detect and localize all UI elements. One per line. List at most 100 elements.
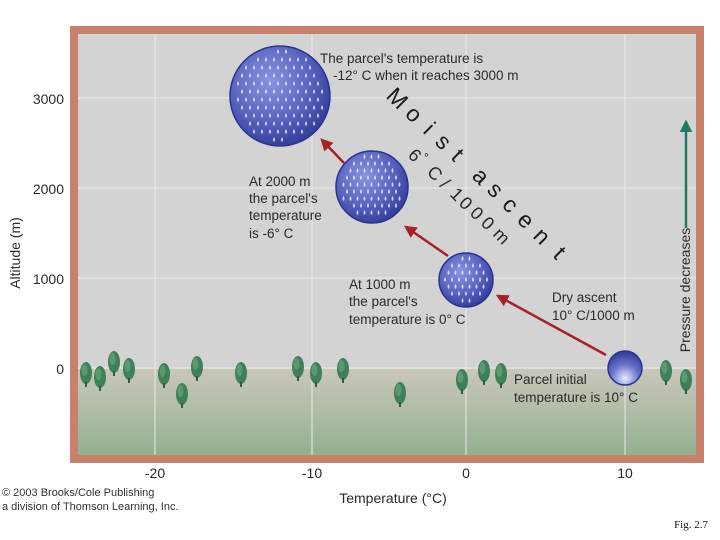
raindrop: [370, 168, 373, 173]
raindrop: [363, 182, 366, 187]
raindrop: [273, 105, 275, 110]
annotation-line: Dry ascent: [552, 290, 617, 305]
raindrop: [289, 105, 291, 110]
annotation-line: At 1000 m: [349, 277, 411, 292]
raindrop: [269, 113, 271, 118]
raindrop: [381, 161, 383, 166]
raindrop: [374, 189, 376, 194]
ascent-arrow: [320, 138, 345, 164]
annotation-line: is -6° C: [249, 226, 294, 241]
raindrop: [367, 175, 369, 180]
raindrop: [353, 175, 355, 180]
raindrop: [321, 105, 323, 110]
figure-caption: Fig. 2.7: [674, 519, 708, 531]
raindrop: [285, 49, 287, 54]
raindrop: [309, 113, 311, 118]
raindrop: [360, 189, 362, 194]
annotation-line: the parcel's: [249, 191, 318, 206]
raindrop: [342, 196, 345, 201]
copyright-line: a division of Thomson Learning, Inc.: [2, 501, 179, 513]
raindrop: [377, 182, 380, 187]
raindrop: [370, 196, 373, 201]
raindrop: [289, 121, 291, 126]
raindrop: [269, 129, 271, 134]
raindrop: [285, 81, 287, 86]
raindrop: [305, 73, 307, 78]
raindrop: [451, 277, 453, 282]
raindrop: [261, 81, 263, 86]
raindrop: [269, 97, 271, 102]
raindrop: [353, 203, 355, 208]
raindrop: [257, 121, 259, 126]
raindrop: [363, 168, 366, 173]
raindrop: [472, 277, 474, 282]
raindrop: [249, 89, 251, 94]
annotation-surface: Parcel initial temperature is 10° C: [514, 372, 638, 405]
x-tick-label: -20: [145, 465, 165, 481]
raindrop: [265, 105, 267, 110]
raindrop: [261, 113, 263, 118]
raindrop: [273, 73, 275, 78]
raindrop: [349, 182, 352, 187]
raindrop: [301, 81, 303, 86]
x-tick-label: -10: [302, 465, 322, 481]
raindrop: [454, 284, 457, 289]
raindrop: [482, 270, 485, 275]
raindrop: [367, 161, 369, 166]
raindrop: [486, 277, 488, 282]
raindrop: [388, 175, 390, 180]
raindrop: [388, 203, 390, 208]
x-tick-label: 0: [462, 465, 470, 481]
raindrop: [458, 291, 460, 296]
raindrop: [309, 65, 311, 70]
raindrop: [317, 113, 319, 118]
raindrop: [305, 121, 307, 126]
y-tick-labels: 3000 2000 1000 0: [33, 91, 64, 377]
raindrop: [360, 203, 362, 208]
raindrop: [245, 65, 247, 70]
raindrop: [277, 49, 279, 54]
raindrop: [237, 97, 239, 102]
raindrop: [465, 291, 467, 296]
parcel-2000m: [335, 150, 409, 224]
raindrop: [444, 277, 446, 282]
annotation-line: Parcel initial: [514, 372, 587, 387]
raindrop: [391, 196, 394, 201]
raindrop: [346, 175, 348, 180]
raindrop: [309, 97, 311, 102]
raindrop: [253, 97, 255, 102]
raindrop: [297, 89, 299, 94]
raindrop: [363, 154, 366, 159]
raindrop: [289, 73, 291, 78]
raindrop: [388, 161, 390, 166]
raindrop: [377, 196, 380, 201]
raindrop: [374, 175, 376, 180]
raindrop: [461, 284, 464, 289]
raindrop: [277, 65, 279, 70]
annotation-line: temperature is 10° C: [514, 390, 638, 405]
raindrop: [356, 210, 359, 215]
raindrop: [297, 121, 299, 126]
raindrop: [377, 168, 380, 173]
raindrop: [289, 89, 291, 94]
raindrop: [245, 97, 247, 102]
raindrop: [356, 168, 359, 173]
raindrop: [301, 97, 303, 102]
raindrop: [293, 129, 295, 134]
raindrop: [313, 73, 315, 78]
raindrop: [395, 175, 397, 180]
raindrop: [261, 65, 263, 70]
raindrop: [245, 113, 247, 118]
raindrop: [475, 270, 478, 275]
annotation-line: temperature is 0° C: [349, 312, 466, 327]
raindrop: [377, 154, 380, 159]
y-tick-label: 0: [56, 361, 64, 377]
raindrop: [281, 89, 283, 94]
raindrop: [370, 210, 373, 215]
raindrop: [313, 121, 315, 126]
raindrop: [367, 189, 369, 194]
raindrop: [257, 89, 259, 94]
raindrop: [482, 284, 485, 289]
raindrop: [293, 81, 295, 86]
raindrop: [241, 89, 243, 94]
